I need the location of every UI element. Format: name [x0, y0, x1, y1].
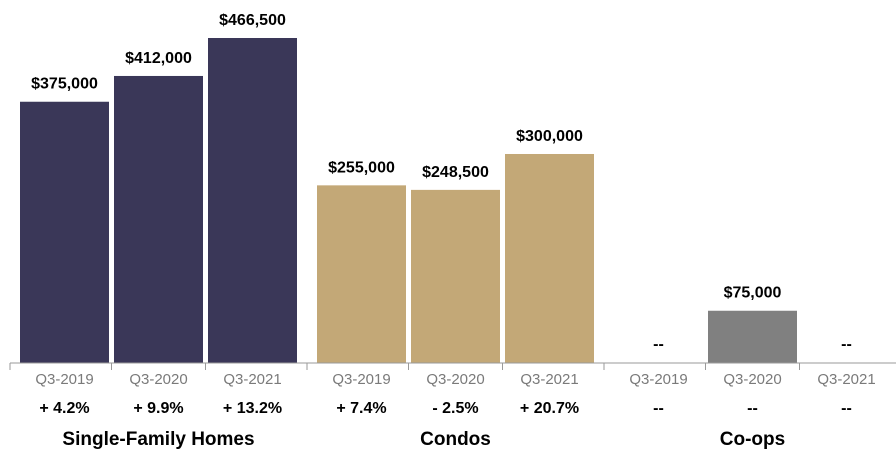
period-tick-label: Q3-2021 [223, 371, 281, 388]
change-label: -- [747, 400, 758, 417]
change-label: + 20.7% [520, 400, 579, 417]
value-label: $466,500 [219, 12, 286, 29]
period-tick-label: Q3-2020 [426, 371, 484, 388]
bar-co-ops-q3-2020 [708, 310, 797, 363]
change-label: -- [841, 400, 852, 417]
value-label: $300,000 [516, 128, 583, 145]
change-label: + 7.4% [336, 400, 386, 417]
period-tick-label: Q3-2021 [817, 371, 875, 388]
change-label: + 13.2% [223, 400, 282, 417]
bars-layer [20, 38, 797, 364]
bar-condos-q3-2020 [411, 189, 500, 363]
period-tick-label: Q3-2020 [723, 371, 781, 388]
bar-condos-q3-2021 [505, 153, 594, 363]
change-label: -- [653, 400, 664, 417]
value-label: $412,000 [125, 50, 192, 67]
change-label: + 4.2% [39, 400, 89, 417]
period-tick-label: Q3-2020 [129, 371, 187, 388]
bar-single-family-homes-q3-2021 [208, 38, 297, 363]
group-label-condos: Condos [420, 429, 491, 450]
change-label: + 9.9% [133, 400, 183, 417]
group-label-co-ops: Co-ops [720, 429, 785, 450]
bar-single-family-homes-q3-2020 [114, 75, 203, 363]
period-tick-label: Q3-2019 [332, 371, 390, 388]
value-label: -- [841, 336, 852, 353]
period-tick-label: Q3-2019 [629, 371, 687, 388]
value-label: $255,000 [328, 159, 395, 176]
value-label: $375,000 [31, 76, 98, 93]
labels-layer: $375,000 Q3-2019 + 4.2% $412,000 Q3-2020 + 9.… [31, 12, 876, 450]
bar-single-family-homes-q3-2019 [20, 101, 109, 364]
period-tick-label: Q3-2021 [520, 371, 578, 388]
value-label: $75,000 [724, 285, 782, 302]
change-label: - 2.5% [432, 400, 478, 417]
axis-ticks [9, 363, 800, 370]
group-label-single-family-homes: Single-Family Homes [62, 429, 254, 450]
period-tick-label: Q3-2019 [35, 371, 93, 388]
value-label: -- [653, 336, 664, 353]
bar-condos-q3-2019 [317, 185, 406, 363]
value-label: $248,500 [422, 164, 489, 181]
